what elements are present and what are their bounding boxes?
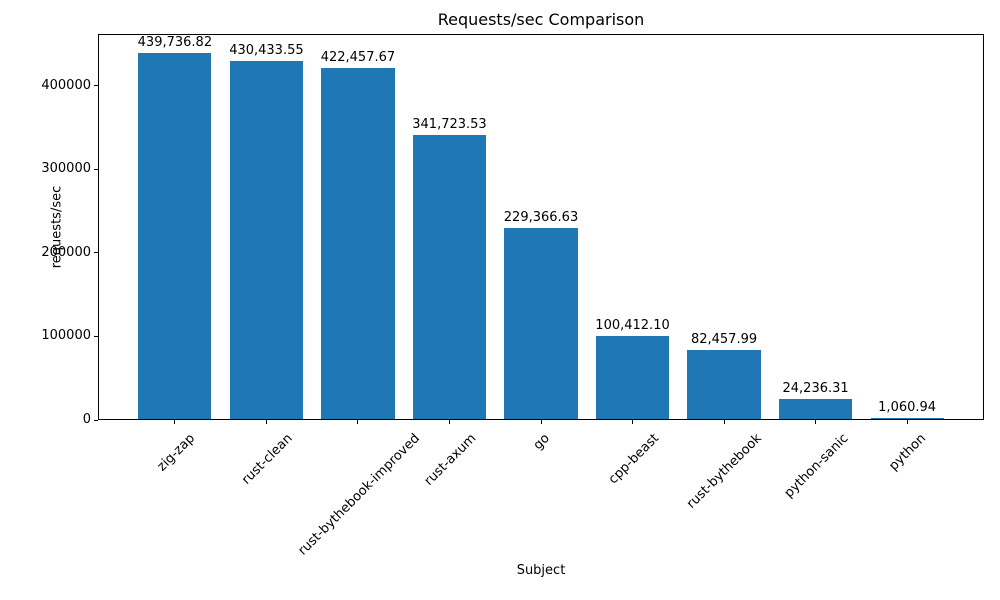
x-tick-label: rust-clean [238, 431, 296, 488]
bar-cpp-beast [595, 335, 670, 419]
bar-rust-bythebook [687, 350, 761, 419]
x-tick-label: go [530, 431, 553, 454]
y-tick-label: 100000 [41, 328, 91, 344]
x-tick-mark [265, 420, 267, 424]
x-tick-label: rust-bythebook-improved [295, 431, 423, 559]
x-tick-label: rust-axum [421, 431, 479, 489]
bar-rust-bythebook-improved [321, 67, 395, 419]
y-tick-mark [94, 335, 98, 337]
bar-value-label: 439,736.82 [137, 35, 213, 51]
bar-value-label: 24,236.31 [782, 380, 849, 396]
x-tick-label: zig-zap [154, 431, 198, 475]
bar-value-label: 82,457.99 [690, 332, 758, 348]
x-axis-label: Subject [516, 563, 566, 578]
y-tick-label: 200000 [41, 244, 91, 260]
bar-zig-zap [138, 53, 212, 419]
x-tick-mark [906, 420, 908, 424]
bar-value-label: 341,723.53 [412, 116, 487, 132]
bar-python-sanic [778, 398, 853, 419]
x-tick-mark [174, 420, 176, 424]
x-tick-mark [723, 420, 725, 424]
bar-value-label: 1,060.94 [878, 400, 937, 416]
bar-rust-clean [229, 61, 304, 419]
y-tick-label: 0 [82, 412, 91, 427]
y-tick-mark [94, 419, 98, 421]
bar-value-label: 422,457.67 [320, 49, 396, 65]
x-tick-mark [448, 420, 450, 424]
bar-python [870, 418, 944, 419]
bar-value-label: 229,366.63 [503, 210, 579, 226]
y-tick-mark [94, 252, 98, 254]
y-tick-label: 300000 [41, 161, 91, 177]
x-tick-mark [540, 420, 542, 424]
bar-value-label: 100,412.10 [595, 317, 670, 333]
y-tick-label: 400000 [41, 77, 91, 93]
chart-title: Requests/sec Comparison [437, 10, 645, 29]
bar-go [504, 228, 578, 419]
y-tick-mark [94, 85, 98, 87]
x-tick-label: cpp-beast [605, 431, 662, 488]
x-tick-mark [357, 420, 359, 424]
x-tick-label: python [886, 431, 930, 474]
x-tick-label: rust-bythebook [684, 431, 766, 512]
plot-area: 439,736.82 430,433.55 422,457.67 341,723.53… [98, 34, 984, 420]
x-tick-label: python-sanic [781, 431, 852, 501]
bar-value-label: 430,433.55 [229, 43, 304, 59]
x-tick-mark [632, 420, 634, 424]
y-tick-mark [94, 168, 98, 170]
x-tick-mark [815, 420, 817, 424]
bar-rust-axum [412, 134, 487, 419]
